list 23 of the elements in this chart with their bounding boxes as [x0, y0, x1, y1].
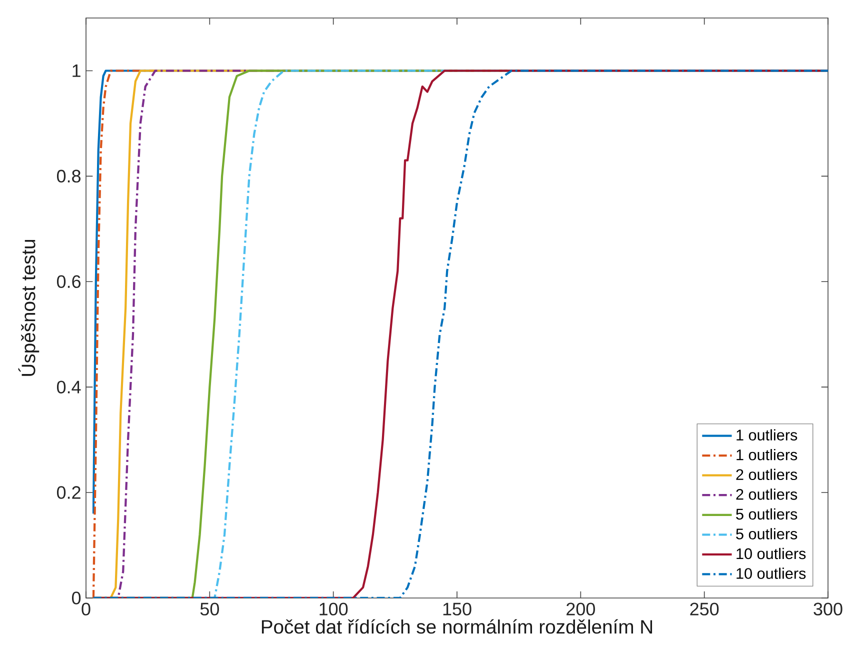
y-tick-label: 0.4	[56, 380, 81, 394]
legend-label: 2 outliers	[736, 488, 798, 500]
x-axis-title: Počet dat řídících se normálním rozdělením N	[262, 619, 652, 634]
legend-label: 1 outliers	[736, 429, 798, 440]
legend-label: 10 outliers	[736, 568, 806, 579]
y-tick-label: 0.8	[56, 170, 81, 183]
y-axis-title: Úspěšnost testu	[18, 240, 40, 376]
x-tick-label: 200	[566, 602, 595, 616]
x-tick-label: 50	[200, 602, 219, 616]
y-tick-label: 0.6	[56, 275, 81, 288]
x-tick-label: 150	[443, 602, 472, 616]
y-tick-label: 0.2	[56, 486, 80, 499]
y-tick-label: 1	[72, 64, 80, 77]
legend-label: 2 outliers	[736, 468, 798, 480]
legend-label: 1 outliers	[736, 449, 798, 460]
legend-label: 5 outliers	[736, 508, 798, 520]
x-tick-label: 100	[320, 602, 348, 616]
legend-label: 10 outliers	[736, 548, 806, 560]
x-tick-label: 0	[82, 602, 90, 616]
x-tick-label: 250	[690, 602, 719, 616]
y-tick-label: 0	[72, 592, 81, 604]
legend-label: 5 outliers	[736, 528, 798, 540]
x-tick-label: 300	[814, 602, 842, 616]
